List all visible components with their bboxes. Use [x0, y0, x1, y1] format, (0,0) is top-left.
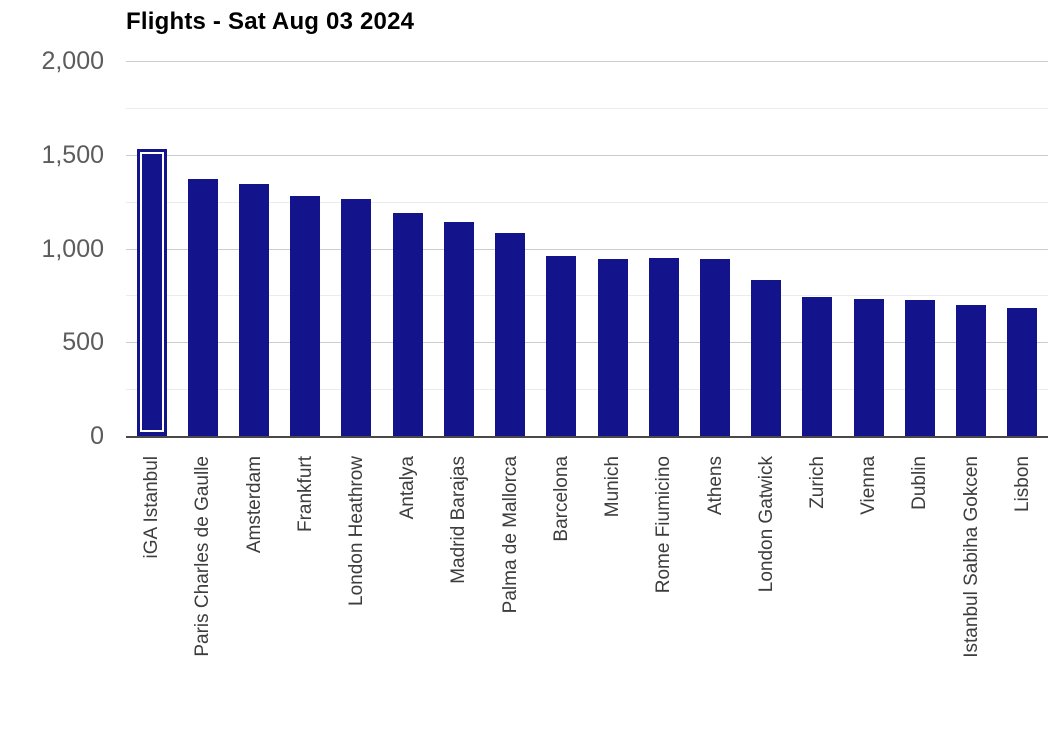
- bar-slot: [536, 61, 587, 436]
- x-label-slot: London Heathrow: [331, 456, 382, 736]
- major-gridline: [126, 61, 1048, 62]
- bar-slot: [843, 61, 894, 436]
- x-label-slot: Rome Fiumicino: [638, 456, 689, 736]
- x-axis-label: Amsterdam: [243, 456, 265, 554]
- selected-bar-outline: [139, 152, 164, 432]
- bar[interactable]: [136, 149, 167, 436]
- bar[interactable]: [700, 259, 731, 436]
- bar[interactable]: [187, 179, 218, 436]
- x-axis-label: Antalya: [397, 456, 419, 520]
- x-label-slot: Munich: [587, 456, 638, 736]
- x-axis-label: Lisbon: [1011, 456, 1033, 512]
- bar-slot: [997, 61, 1048, 436]
- bar[interactable]: [495, 233, 526, 436]
- bar[interactable]: [239, 184, 270, 436]
- x-axis-label: Zurich: [806, 456, 828, 509]
- bar-slot: [894, 61, 945, 436]
- bar[interactable]: [802, 297, 833, 436]
- x-label-slot: Zurich: [792, 456, 843, 736]
- major-gridline: [126, 248, 1048, 250]
- x-label-slot: Lisbon: [997, 456, 1048, 736]
- bar[interactable]: [751, 280, 782, 436]
- x-label-slot: Dublin: [894, 456, 945, 736]
- bar-slot: [126, 61, 177, 436]
- x-label-slot: Athens: [689, 456, 740, 736]
- bar[interactable]: [956, 305, 987, 436]
- y-axis-label: 1,000: [41, 234, 104, 263]
- y-axis-label: 1,500: [41, 140, 104, 169]
- minor-gridline: [126, 107, 1048, 109]
- x-label-slot: Vienna: [843, 456, 894, 736]
- bar-slot: [382, 61, 433, 436]
- y-axis-label: 2,000: [41, 47, 104, 75]
- x-label-slot: Paris Charles de Gaulle: [177, 456, 228, 736]
- x-axis-label: Vienna: [858, 456, 880, 515]
- minor-gridline: [126, 295, 1048, 297]
- bar[interactable]: [904, 300, 935, 436]
- plot-area: [126, 61, 1048, 438]
- bar[interactable]: [341, 199, 372, 436]
- bar-slot: [587, 61, 638, 436]
- bar-slot: [741, 61, 792, 436]
- bar-slot: [946, 61, 997, 436]
- bar[interactable]: [853, 299, 884, 436]
- x-axis-label: iGA Istanbul: [141, 456, 163, 559]
- major-gridline: [126, 154, 1048, 156]
- x-axis-label: Munich: [602, 456, 624, 518]
- bar-slot: [638, 61, 689, 436]
- major-gridline: [126, 342, 1048, 344]
- x-axis-label: Rome Fiumicino: [653, 456, 675, 594]
- bar-slot: [792, 61, 843, 436]
- bar[interactable]: [648, 258, 679, 436]
- bar-slot: [177, 61, 228, 436]
- x-label-slot: London Gatwick: [741, 456, 792, 736]
- y-axis-label: 500: [62, 328, 104, 357]
- x-label-slot: Amsterdam: [228, 456, 279, 736]
- bar[interactable]: [597, 259, 628, 436]
- y-axis-label: 0: [90, 422, 104, 450]
- x-label-slot: Istanbul Sabiha Gokcen: [946, 456, 997, 736]
- x-axis-label: Paris Charles de Gaulle: [192, 456, 214, 657]
- x-axis-label: Madrid Barajas: [448, 456, 470, 584]
- x-axis-label: Frankfurt: [294, 456, 316, 533]
- x-axis-label: Istanbul Sabiha Gokcen: [960, 456, 982, 658]
- x-axis-label: Palma de Mallorca: [499, 456, 521, 614]
- x-label-slot: Barcelona: [536, 456, 587, 736]
- minor-gridline: [126, 201, 1048, 203]
- x-axis-label: London Heathrow: [345, 456, 367, 606]
- x-label-slot: Madrid Barajas: [433, 456, 484, 736]
- x-label-slot: Antalya: [382, 456, 433, 736]
- x-axis-label: Dublin: [909, 456, 931, 510]
- x-label-slot: iGA Istanbul: [126, 456, 177, 736]
- y-axis: 2,000 1,500 1,000 500 0: [0, 0, 104, 460]
- bar[interactable]: [1007, 308, 1038, 436]
- bar-slot: [433, 61, 484, 436]
- bar[interactable]: [546, 256, 577, 436]
- x-axis-label: Barcelona: [550, 456, 572, 542]
- bar[interactable]: [392, 213, 423, 436]
- minor-gridline: [126, 389, 1048, 391]
- chart-title: Flights - Sat Aug 03 2024: [126, 8, 415, 35]
- x-axis-labels: iGA Istanbul Paris Charles de Gaulle Amste…: [126, 456, 1048, 736]
- x-axis-label: Athens: [704, 456, 726, 516]
- bar-slot: [485, 61, 536, 436]
- bars-row: [126, 61, 1048, 436]
- bar-slot: [331, 61, 382, 436]
- bar-slot: [689, 61, 740, 436]
- x-label-slot: Frankfurt: [280, 456, 331, 736]
- bar[interactable]: [443, 222, 474, 436]
- bar[interactable]: [290, 196, 321, 436]
- bar-slot: [280, 61, 331, 436]
- x-axis-label: London Gatwick: [755, 456, 777, 593]
- x-label-slot: Palma de Mallorca: [485, 456, 536, 736]
- bar-slot: [228, 61, 279, 436]
